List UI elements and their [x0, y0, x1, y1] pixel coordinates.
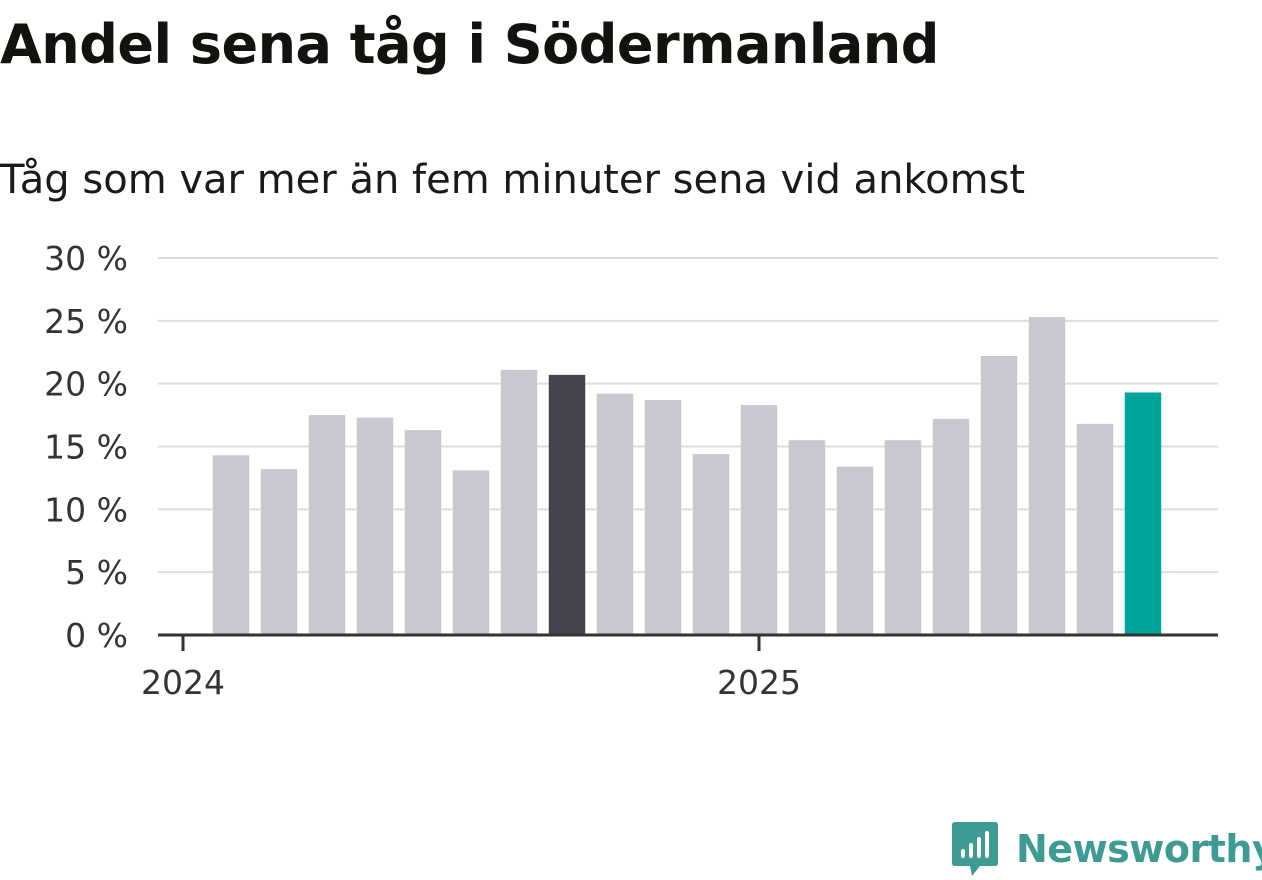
- bar: [500, 369, 538, 635]
- bar: [1028, 317, 1066, 635]
- bar: [788, 440, 826, 635]
- bar-highlight: [548, 374, 586, 635]
- bar: [1076, 423, 1114, 635]
- bar: [932, 418, 970, 635]
- bar: [740, 405, 778, 635]
- bar: [308, 415, 346, 635]
- bar: [452, 470, 490, 635]
- bar-latest: [1124, 392, 1162, 635]
- bar: [884, 440, 922, 635]
- chart-title: Andel sena tåg i Södermanland: [0, 13, 939, 76]
- y-tick-label: 10 %: [44, 490, 128, 529]
- x-tick-label: 2024: [141, 663, 225, 702]
- y-tick-label: 15 %: [44, 428, 128, 467]
- bar: [404, 430, 442, 635]
- chart-subtitle: Tåg som var mer än fem minuter sena vid …: [0, 157, 1026, 203]
- bar: [644, 400, 682, 635]
- bars: [212, 317, 1162, 635]
- bar: [692, 454, 730, 635]
- y-tick-label: 30 %: [44, 239, 128, 278]
- bar: [596, 393, 634, 635]
- x-axis: 2024 2025: [141, 633, 1218, 702]
- y-tick-label: 20 %: [44, 365, 128, 404]
- bar: [980, 356, 1018, 635]
- bar: [356, 417, 394, 635]
- y-tick-label: 5 %: [65, 553, 128, 592]
- bar-chart: 0 % 5 % 10 % 15 % 20 % 25 % 30 % 2024 2025: [44, 239, 1218, 702]
- brand-name: Newsworthy: [1016, 827, 1262, 871]
- bar: [836, 466, 874, 635]
- y-tick-label: 25 %: [44, 302, 128, 341]
- y-tick-label: 0 %: [65, 616, 128, 655]
- x-tick-label: 2025: [717, 663, 801, 702]
- newsworthy-logo-icon: [952, 822, 998, 876]
- bar: [212, 455, 250, 635]
- bar: [260, 469, 298, 635]
- newsworthy-logo: Newsworthy: [950, 818, 1262, 880]
- y-axis-tick-labels: 0 % 5 % 10 % 15 % 20 % 25 % 30 %: [44, 239, 128, 655]
